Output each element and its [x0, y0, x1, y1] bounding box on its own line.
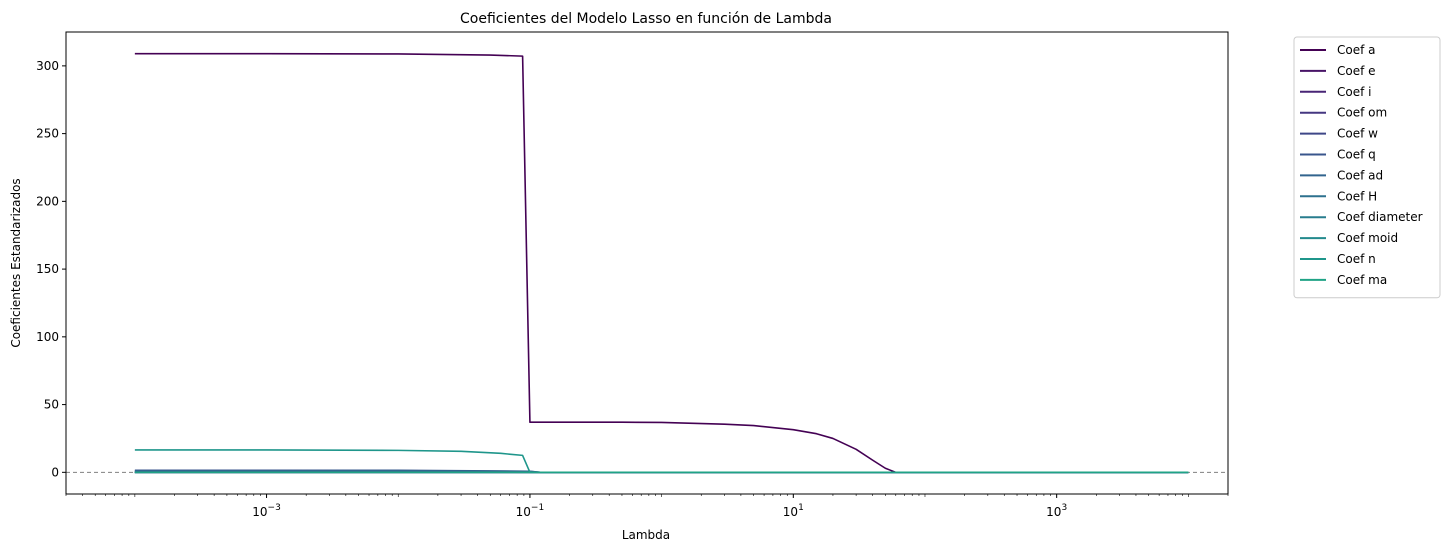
legend-label: Coef H	[1337, 189, 1377, 203]
x-tick-label: 10−3	[252, 503, 281, 519]
legend-label: Coef n	[1337, 252, 1376, 266]
series-line-coef-n	[134, 449, 1189, 474]
y-axis-label: Coeficientes Estandarizados	[9, 178, 23, 347]
legend-box	[1293, 36, 1441, 299]
legend-label: Coef ad	[1337, 168, 1383, 182]
x-tick-label: 103	[1046, 503, 1067, 519]
y-tick-label: 50	[44, 398, 59, 412]
legend-label: Coef a	[1337, 43, 1376, 57]
legend-label: Coef diameter	[1337, 210, 1423, 224]
x-axis-label: Lambda	[622, 528, 670, 542]
y-tick-label: 200	[36, 194, 59, 208]
y-tick-label: 300	[36, 59, 59, 73]
legend: Coef a Coef e Coef i Coef om Coef w Coef q Coe…	[1293, 36, 1441, 299]
y-tick-label: 100	[36, 330, 59, 344]
chart-title: Coeficientes del Modelo Lasso en función…	[460, 11, 832, 27]
y-tick-label: 0	[51, 465, 59, 479]
legend-label: Coef q	[1337, 148, 1376, 162]
legend-label: Coef e	[1337, 64, 1376, 78]
series-layer	[134, 52, 1189, 474]
series-line-coef-a	[134, 52, 1189, 474]
y-tick-label: 250	[36, 127, 59, 141]
x-tick-label: 101	[783, 503, 804, 519]
legend-label: Coef om	[1337, 106, 1387, 120]
x-tick-label: 10−1	[516, 503, 545, 519]
x-axis: 10−3 10−1 101 103	[65, 494, 1229, 519]
legend-label: Coef ma	[1337, 273, 1387, 287]
legend-label: Coef i	[1337, 85, 1371, 99]
plot-frame	[65, 31, 1229, 495]
y-axis: 0 50 100 150 200 250 300	[36, 59, 66, 479]
legend-label: Coef w	[1337, 127, 1378, 141]
y-tick-label: 150	[36, 262, 59, 276]
legend-label: Coef moid	[1337, 231, 1398, 245]
